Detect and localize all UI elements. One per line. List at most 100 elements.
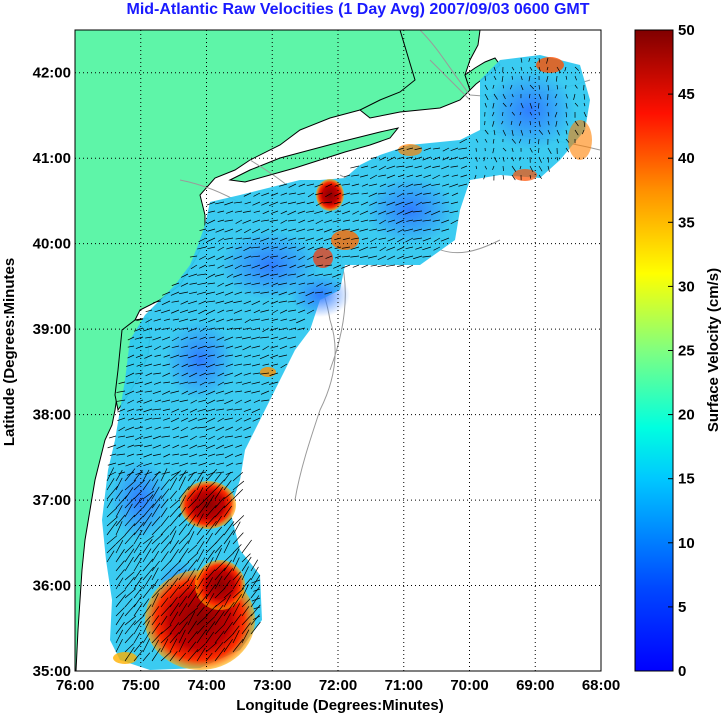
velocity-vector	[134, 435, 144, 441]
velocity-vector	[397, 237, 405, 243]
velocity-vector	[206, 300, 216, 303]
velocity-vector	[142, 598, 150, 608]
velocity-vector	[106, 535, 118, 545]
velocity-vector	[214, 624, 225, 635]
velocity-vectors	[106, 57, 587, 662]
velocity-vector	[432, 165, 441, 168]
velocity-vector	[232, 571, 241, 581]
y-axis-label: Latitude (Degrees:Minutes	[1, 258, 18, 446]
velocity-vector	[208, 462, 216, 465]
velocity-vector	[151, 550, 159, 563]
velocity-vector	[244, 201, 252, 205]
velocity-vector	[133, 621, 142, 635]
velocity-vector	[413, 255, 423, 260]
velocity-vector	[181, 372, 189, 377]
velocity-vector	[162, 444, 171, 449]
velocity-vector	[244, 390, 252, 393]
velocity-vector	[450, 201, 459, 205]
velocity-vector	[151, 593, 159, 608]
velocity-vector	[152, 390, 162, 395]
colorbar-tick-label: 50	[678, 22, 695, 39]
velocity-vector	[160, 615, 168, 626]
velocity-vector	[223, 521, 235, 536]
velocity-vector	[547, 156, 550, 163]
velocity-vector	[208, 210, 216, 213]
velocity-vector	[196, 629, 207, 644]
velocity-vector	[223, 621, 234, 635]
velocity-vector	[126, 381, 135, 384]
velocity-vector	[233, 408, 243, 411]
velocity-vector	[153, 318, 162, 322]
velocity-vector	[160, 551, 169, 563]
velocity-vector	[198, 390, 207, 394]
velocity-vector	[250, 586, 260, 599]
velocity-vector	[406, 174, 414, 178]
velocity-vector	[172, 363, 180, 368]
velocity-vector	[232, 544, 242, 554]
velocity-vector	[252, 354, 261, 358]
velocity-vector	[178, 476, 186, 491]
velocity-vector	[142, 535, 155, 545]
velocity-vector	[324, 264, 333, 267]
velocity-vector	[154, 309, 162, 313]
velocity-vector	[234, 345, 243, 349]
velocity-vector	[406, 264, 414, 269]
velocity-vector	[142, 604, 152, 617]
velocity-vector	[260, 273, 270, 278]
velocity-vector	[520, 129, 524, 136]
velocity-vector	[334, 246, 342, 250]
x-tick-label: 76:00	[56, 677, 94, 694]
velocity-vector	[214, 486, 224, 500]
velocity-vector	[368, 183, 378, 187]
velocity-vector	[574, 84, 578, 89]
velocity-vector	[244, 309, 252, 313]
velocity-vector	[196, 497, 207, 509]
velocity-vector	[153, 372, 162, 375]
velocity-vector	[196, 578, 204, 590]
colorbar-tick-label: 15	[678, 471, 695, 488]
velocity-vector	[432, 174, 441, 180]
velocity-vector	[169, 470, 181, 482]
velocity-vector	[413, 219, 423, 222]
velocity-vector	[170, 390, 180, 394]
velocity-vector	[250, 566, 259, 581]
velocity-vector	[395, 219, 405, 224]
velocity-vector	[151, 503, 161, 518]
velocity-vector	[520, 102, 524, 109]
colorbar-tick-label: 45	[678, 86, 695, 103]
velocity-vector	[297, 210, 306, 214]
velocity-vector	[405, 246, 414, 250]
velocity-vector	[565, 138, 570, 143]
velocity-vector	[449, 210, 459, 214]
velocity-vector	[369, 174, 378, 180]
velocity-vector	[511, 129, 514, 137]
velocity-vector	[206, 399, 216, 405]
plot-frame	[74, 29, 602, 672]
velocity-vector	[556, 156, 558, 161]
velocity-vector	[369, 228, 378, 231]
velocity-vector	[224, 228, 234, 233]
y-tick-label: 41:00	[33, 150, 71, 167]
velocity-vector	[422, 156, 432, 161]
velocity-vector	[187, 649, 199, 662]
velocity-vector	[305, 237, 315, 241]
velocity-vector	[244, 318, 252, 323]
velocity-vector	[378, 237, 387, 240]
velocity-vector	[172, 444, 180, 449]
velocity-vector	[421, 183, 432, 188]
velocity-vector	[133, 470, 143, 482]
velocity-vector	[144, 390, 153, 393]
velocity-vector	[188, 309, 198, 313]
velocity-vector	[305, 291, 315, 297]
velocity-vector	[160, 604, 172, 617]
velocity-vector	[196, 606, 205, 617]
velocity-vector	[296, 228, 306, 233]
velocity-vector	[187, 620, 197, 635]
velocity-vector	[215, 291, 225, 296]
velocity-vector	[145, 309, 153, 312]
velocity-vector	[251, 408, 261, 413]
velocity-vector	[215, 390, 225, 394]
velocity-vector	[170, 417, 180, 423]
velocity-vector	[341, 246, 351, 249]
velocity-vector	[115, 629, 124, 644]
